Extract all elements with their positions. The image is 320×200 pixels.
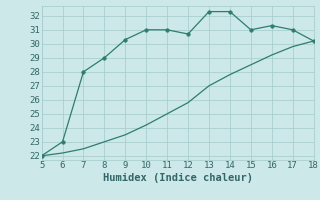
X-axis label: Humidex (Indice chaleur): Humidex (Indice chaleur) xyxy=(103,173,252,183)
